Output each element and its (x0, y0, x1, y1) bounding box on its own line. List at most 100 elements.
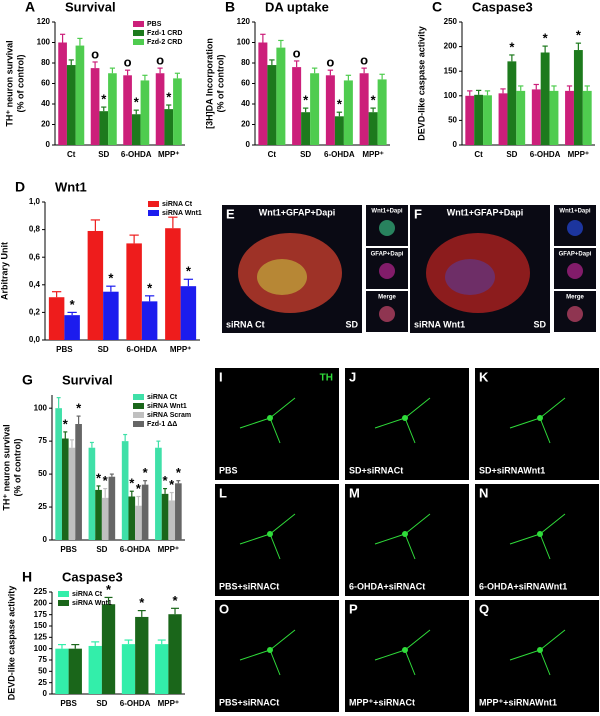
x-tick-label: SD (96, 545, 107, 554)
y-axis-label: [3H]DA Incorporation (204, 38, 214, 129)
x-tick-label: MPP⁺ (158, 150, 180, 159)
bar (95, 489, 102, 540)
bar (573, 50, 583, 145)
y-tick-label: 0,0 (29, 335, 41, 344)
x-tick-label: MPP⁺ (170, 345, 192, 354)
significance-mark: * (371, 93, 377, 108)
bar (155, 73, 165, 145)
significance-mark: * (147, 280, 153, 295)
x-tick-label: SD (300, 150, 311, 159)
bar (498, 93, 508, 145)
bar (58, 42, 67, 145)
image-label: Wnt1+GFAP+Dapi (447, 207, 524, 217)
y-tick-label: 150 (444, 66, 458, 75)
neurite (239, 397, 296, 444)
legend-label: siRNA Wnt1 (147, 403, 187, 410)
bar (101, 497, 109, 540)
y-tick-label: 20 (41, 120, 50, 129)
bar (141, 484, 149, 540)
x-tick-label: MPP⁺ (158, 545, 180, 554)
y-tick-label: 175 (34, 610, 48, 619)
bar (121, 441, 129, 540)
significance-mark: * (129, 476, 135, 491)
neurite (374, 629, 431, 676)
significance-mark: * (63, 416, 69, 431)
panel-letter: D (15, 179, 25, 195)
y-tick-label: 100 (34, 403, 48, 412)
bar (516, 90, 526, 145)
image-label: siRNA Ct (226, 319, 265, 329)
inset-cell (567, 220, 583, 236)
significance-mark: * (143, 465, 149, 480)
panel-letter: C (432, 0, 442, 15)
image-label: PBS+siRNACt (219, 581, 279, 591)
y-tick-label: 100 (237, 38, 251, 47)
image-label: N (479, 485, 488, 500)
bar (66, 65, 76, 145)
bar (377, 79, 387, 145)
bar (582, 90, 592, 145)
y-tick-label: 0,2 (29, 308, 41, 317)
significance-mark: * (163, 473, 169, 488)
legend-swatch (133, 21, 144, 27)
legend-swatch (133, 412, 144, 418)
y-axis-label: TH⁺ neuron survival (4, 40, 14, 126)
y-tick-label: 0,6 (29, 252, 41, 261)
panel-letter: H (22, 569, 32, 585)
image-label: L (219, 485, 227, 500)
bar (75, 424, 82, 540)
bar (531, 89, 541, 145)
bar (465, 95, 475, 145)
significance-mark: * (509, 39, 515, 54)
x-tick-label: 6-OHDA (121, 150, 152, 159)
x-tick-label: Ct (268, 150, 277, 159)
x-tick-label: SD (506, 150, 517, 159)
bar (90, 68, 100, 145)
legend-label: siRNA Wnt1 (162, 210, 202, 217)
neurite (509, 629, 566, 676)
y-tick-label: 50 (38, 469, 47, 478)
bar (549, 90, 559, 145)
bar (101, 604, 116, 694)
image-label: O (219, 601, 229, 616)
bar (61, 438, 69, 540)
bar (135, 616, 149, 694)
y-tick-label: 50 (448, 116, 457, 125)
bar (126, 243, 142, 340)
bar (474, 94, 484, 145)
bar (540, 52, 550, 146)
chart-title: Caspase3 (472, 0, 533, 14)
x-tick-label: 6-OHDA (127, 345, 158, 354)
y-tick-label: 0 (43, 535, 48, 544)
bar (267, 65, 277, 145)
legend-label: PBS (147, 21, 162, 28)
y-tick-label: 225 (34, 587, 48, 596)
x-tick-label: SD (98, 150, 109, 159)
y-tick-label: 250 (444, 17, 458, 26)
significance-mark: o (91, 46, 99, 61)
x-tick-label: Ct (67, 150, 76, 159)
bar (155, 644, 169, 694)
bar (276, 47, 286, 145)
y-tick-label: 200 (444, 42, 458, 51)
bar (310, 73, 320, 145)
bar (292, 67, 302, 145)
y-axis-label: (% of control) (12, 439, 22, 497)
y-tick-label: 75 (38, 655, 47, 664)
bar (168, 614, 182, 694)
chart-title: DA uptake (265, 0, 329, 14)
bar (565, 90, 574, 145)
image-label: 6-OHDA+siRNAWnt1 (479, 581, 567, 591)
y-axis-label: (% of control) (15, 55, 25, 113)
y-tick-label: 120 (37, 17, 51, 26)
significance-mark: * (108, 271, 114, 286)
inset-cell (567, 263, 583, 279)
legend-swatch (58, 600, 69, 606)
significance-mark: * (96, 470, 102, 485)
image-label: SD (345, 319, 358, 329)
neurite (239, 513, 296, 560)
significance-mark: * (139, 595, 145, 610)
inset-cell (379, 263, 395, 279)
bar (99, 111, 109, 145)
bar (334, 116, 344, 145)
